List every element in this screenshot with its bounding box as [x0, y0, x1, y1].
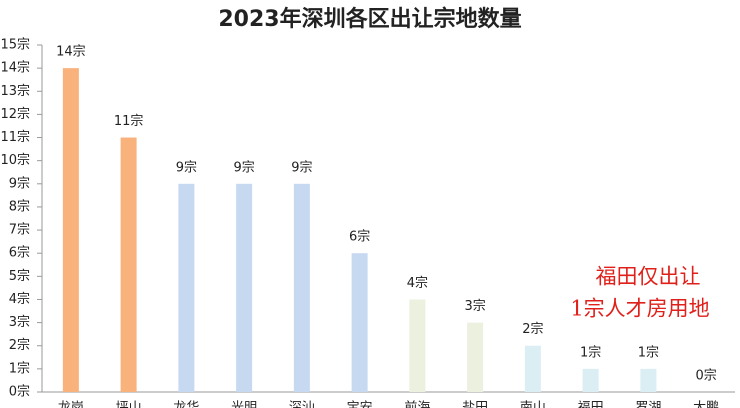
data-label: 3宗 — [464, 298, 485, 314]
data-label: 6宗 — [349, 229, 370, 245]
y-tick-label: 11宗 — [0, 129, 30, 145]
data-label: 9宗 — [176, 159, 197, 175]
data-label: 2宗 — [522, 321, 543, 337]
y-tick-label: 4宗 — [9, 291, 30, 307]
annotation: 1宗人才房用地 — [570, 297, 709, 321]
y-tick-label: 9宗 — [9, 175, 30, 191]
data-label: 14宗 — [56, 44, 86, 60]
data-label: 1宗 — [638, 344, 659, 360]
x-tick-label: 龙岗 — [58, 401, 84, 408]
y-tick-label: 6宗 — [9, 245, 30, 261]
x-tick-label: 大鹏 — [693, 401, 719, 408]
y-tick-label: 5宗 — [9, 268, 30, 284]
y-tick-label: 0宗 — [9, 384, 30, 400]
bar — [524, 345, 541, 392]
annotation: 福田仅出让 — [596, 265, 701, 289]
y-tick-label: 3宗 — [9, 314, 30, 330]
y-tick-label: 8宗 — [9, 198, 30, 214]
bar — [409, 299, 426, 392]
bar — [640, 368, 657, 392]
x-tick-label: 盐田 — [462, 401, 488, 408]
x-tick-label: 罗湖 — [635, 401, 661, 408]
data-label: 4宗 — [407, 275, 428, 291]
y-tick-label: 7宗 — [9, 222, 30, 238]
y-tick-label: 13宗 — [0, 83, 30, 99]
x-tick-label: 龙华 — [173, 401, 199, 408]
chart-title: 2023年深圳各区出让宗地数量 — [218, 6, 521, 32]
y-tick-label: 1宗 — [9, 360, 30, 376]
bar — [351, 253, 368, 392]
data-label: 11宗 — [114, 113, 144, 129]
bar — [582, 368, 599, 392]
data-label: 9宗 — [233, 159, 254, 175]
x-tick-label: 深汕 — [289, 401, 315, 408]
x-tick-label: 前海 — [404, 400, 430, 408]
x-tick-label: 光明 — [231, 401, 257, 408]
bar — [467, 322, 484, 392]
y-tick-label: 2宗 — [9, 337, 30, 353]
y-tick-label: 14宗 — [0, 60, 30, 76]
bar — [236, 183, 253, 392]
data-label: 1宗 — [580, 344, 601, 360]
x-tick-label: 福田 — [578, 401, 604, 408]
x-tick-label: 宝安 — [347, 401, 373, 408]
x-tick-label: 南山 — [520, 400, 546, 408]
bar — [62, 68, 79, 392]
data-label: 9宗 — [291, 159, 312, 175]
data-label: 0宗 — [695, 368, 716, 384]
bar — [293, 183, 310, 392]
y-tick-label: 10宗 — [0, 152, 30, 168]
y-tick-label: 12宗 — [0, 106, 30, 122]
x-tick-label: 坪山 — [116, 401, 142, 408]
bar — [178, 183, 195, 392]
bar — [120, 137, 137, 392]
y-tick-label: 15宗 — [0, 37, 30, 53]
